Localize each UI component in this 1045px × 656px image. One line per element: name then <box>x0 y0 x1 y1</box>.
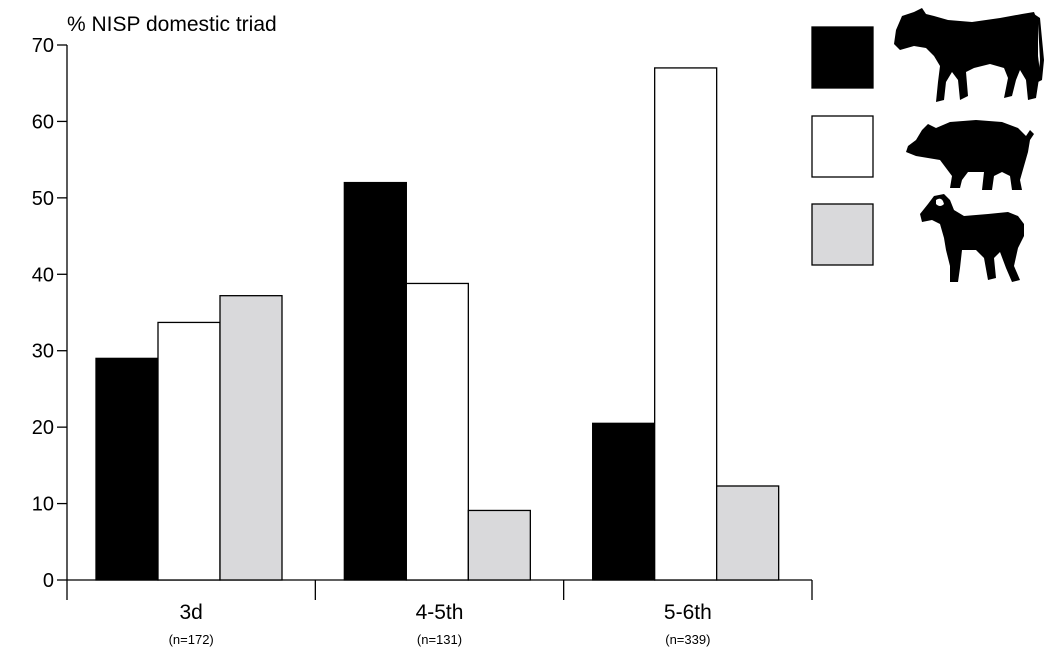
bar-sheep-goat-0 <box>219 295 283 581</box>
pig-silhouette-icon <box>906 120 1034 190</box>
category-count-label: (n=339) <box>665 632 710 647</box>
bar-pig-1 <box>405 282 469 581</box>
legend-swatch <box>811 115 874 178</box>
bar-cattle-1 <box>343 181 407 581</box>
bar-pig-2 <box>654 67 718 581</box>
bar-pig-0 <box>157 321 221 581</box>
y-tick-label: 30 <box>32 341 54 363</box>
category-label: 5-6th <box>664 601 712 624</box>
cattle-silhouette-icon <box>894 8 1044 102</box>
bar-cattle-0 <box>95 357 159 581</box>
bar-cattle-2 <box>592 422 656 581</box>
bars <box>95 67 780 581</box>
y-axis-title: % NISP domestic triad <box>67 13 277 36</box>
y-tick-label: 10 <box>32 494 54 516</box>
legend <box>811 8 1044 282</box>
legend-swatch <box>811 26 874 89</box>
category-count-label: (n=131) <box>417 632 462 647</box>
y-tick-label: 50 <box>32 188 54 210</box>
bar-sheep-goat-2 <box>716 485 780 581</box>
y-tick-label: 20 <box>32 417 54 439</box>
sheep-goat-silhouette-icon <box>920 194 1024 282</box>
y-tick-label: 0 <box>43 570 54 592</box>
category-label: 3d <box>179 601 202 624</box>
y-tick-label: 70 <box>32 35 54 57</box>
bar-sheep-goat-1 <box>467 509 531 581</box>
y-tick-label: 60 <box>32 111 54 133</box>
category-label: 4-5th <box>416 601 464 624</box>
category-labels: 3d (n=172) 4-5th (n=131) 5-6th (n=339) <box>169 601 712 647</box>
category-count-label: (n=172) <box>169 632 214 647</box>
y-tick-label: 40 <box>32 264 54 286</box>
legend-swatch <box>811 203 874 266</box>
